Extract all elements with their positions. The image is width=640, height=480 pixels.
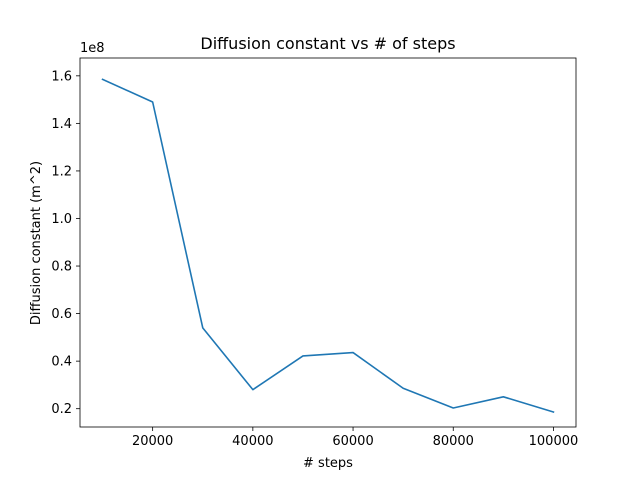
y-tick-label: 1.2 [51, 164, 72, 179]
y-tick-label: 0.2 [51, 402, 72, 417]
x-tick-label: 40000 [232, 434, 273, 449]
x-tick-label: 80000 [433, 434, 474, 449]
x-tick-label: 60000 [332, 434, 373, 449]
series-line [101, 78, 555, 414]
x-tick-label: 100000 [529, 434, 579, 449]
y-offset-label: 1e8 [80, 41, 105, 56]
y-tick-label: 0.8 [51, 260, 72, 275]
y-axis-label: Diffusion constant (m^2) [29, 161, 44, 325]
y-tick-label: 1.6 [51, 69, 72, 84]
x-axis-label: # steps [303, 456, 353, 471]
y-tick-label: 1.4 [51, 117, 72, 132]
marks-layer: 20000 40000 60000 80000 100000 0.2 0.4 0.6 0.8 1.… [51, 69, 578, 449]
y-tick-label: 0.6 [51, 307, 72, 322]
chart-title: Diffusion constant vs # of steps [200, 34, 455, 53]
plot-frame [79, 57, 577, 428]
y-tick-label: 1.0 [51, 212, 72, 227]
y-tick-label: 0.4 [51, 355, 72, 370]
x-tick-label: 20000 [132, 434, 173, 449]
